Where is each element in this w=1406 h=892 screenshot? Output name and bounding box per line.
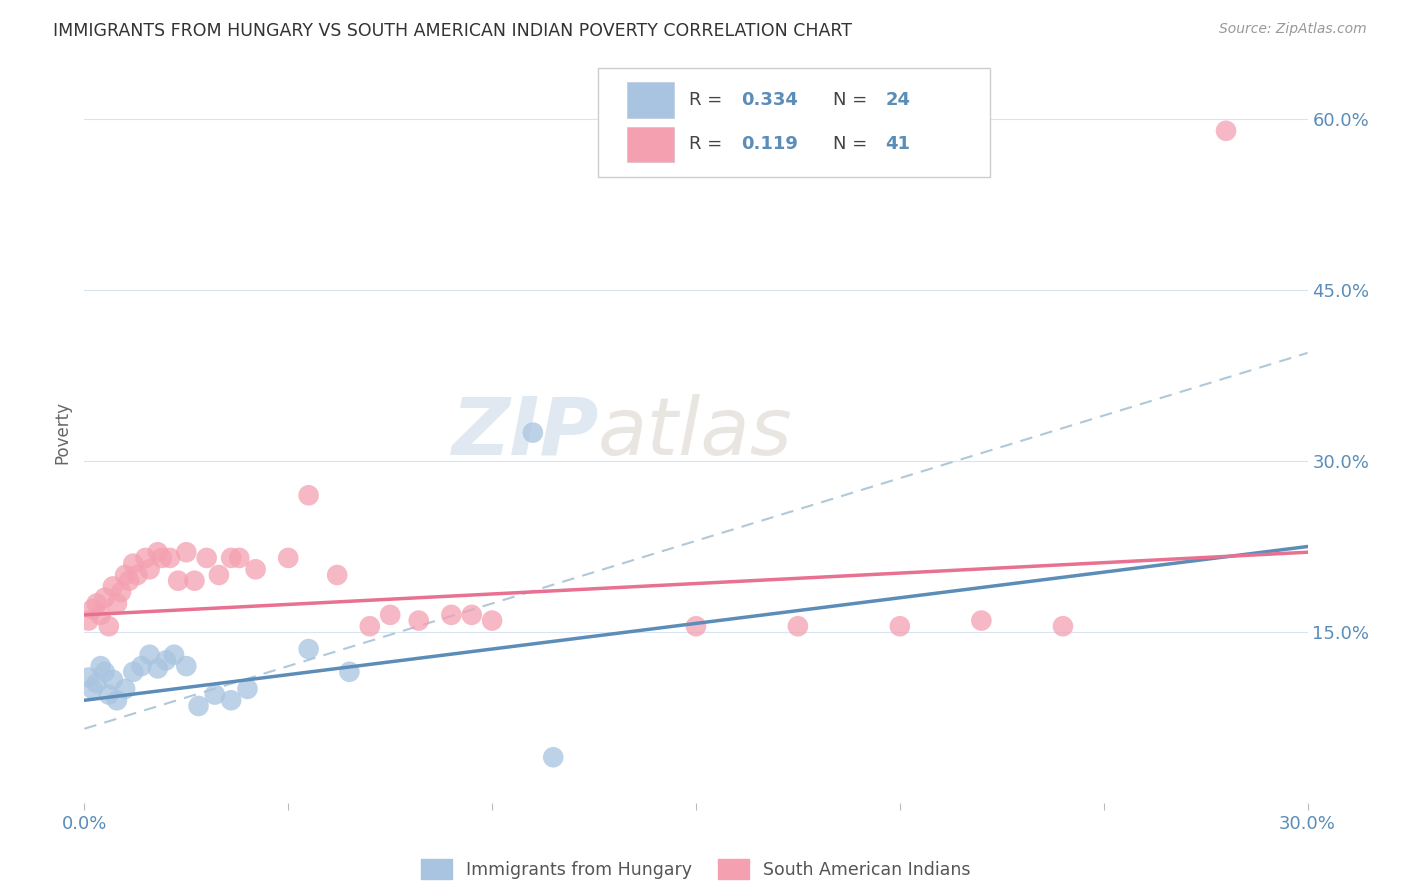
- Point: [359, 619, 381, 633]
- Text: R =: R =: [689, 136, 728, 153]
- Point: [146, 661, 169, 675]
- Text: R =: R =: [689, 91, 728, 109]
- Point: [93, 591, 115, 605]
- Point: [114, 568, 136, 582]
- Point: [174, 545, 197, 559]
- Point: [380, 607, 402, 622]
- Point: [82, 681, 104, 696]
- Point: [174, 659, 197, 673]
- Point: [155, 653, 177, 667]
- Point: [787, 619, 810, 633]
- Point: [114, 681, 136, 696]
- Point: [408, 614, 430, 628]
- Y-axis label: Poverty: Poverty: [53, 401, 72, 464]
- Point: [150, 550, 173, 565]
- Point: [543, 750, 565, 764]
- Text: 24: 24: [886, 91, 911, 109]
- Point: [245, 562, 267, 576]
- Point: [90, 607, 112, 622]
- Text: IMMIGRANTS FROM HUNGARY VS SOUTH AMERICAN INDIAN POVERTY CORRELATION CHART: IMMIGRANTS FROM HUNGARY VS SOUTH AMERICA…: [53, 22, 852, 40]
- Point: [1052, 619, 1074, 633]
- Point: [277, 550, 299, 565]
- Point: [167, 574, 190, 588]
- Point: [326, 568, 349, 582]
- Text: ZIP: ZIP: [451, 393, 598, 472]
- Point: [86, 597, 108, 611]
- Point: [131, 659, 153, 673]
- Legend: Immigrants from Hungary, South American Indians: Immigrants from Hungary, South American …: [415, 852, 977, 886]
- Bar: [627, 82, 673, 118]
- Point: [77, 614, 100, 628]
- Point: [135, 550, 157, 565]
- Point: [86, 676, 108, 690]
- Point: [97, 619, 120, 633]
- Text: N =: N =: [832, 91, 873, 109]
- Point: [339, 665, 361, 679]
- Point: [159, 550, 181, 565]
- Point: [1215, 124, 1237, 138]
- Point: [122, 557, 145, 571]
- Point: [122, 665, 145, 679]
- Point: [204, 688, 226, 702]
- Text: 41: 41: [886, 136, 911, 153]
- Point: [187, 698, 209, 713]
- Point: [105, 693, 128, 707]
- Point: [105, 597, 128, 611]
- Point: [228, 550, 250, 565]
- Point: [97, 688, 120, 702]
- Point: [195, 550, 218, 565]
- Point: [138, 648, 160, 662]
- Bar: [627, 127, 673, 162]
- Point: [127, 568, 149, 582]
- Point: [183, 574, 205, 588]
- Text: 0.119: 0.119: [741, 136, 799, 153]
- Point: [163, 648, 186, 662]
- Point: [82, 602, 104, 616]
- Point: [481, 614, 503, 628]
- Point: [298, 488, 321, 502]
- Point: [970, 614, 993, 628]
- Point: [685, 619, 707, 633]
- Point: [236, 681, 259, 696]
- Point: [101, 673, 124, 687]
- Point: [219, 693, 242, 707]
- Point: [90, 659, 112, 673]
- Point: [138, 562, 160, 576]
- Text: Source: ZipAtlas.com: Source: ZipAtlas.com: [1219, 22, 1367, 37]
- Point: [522, 425, 544, 440]
- Point: [118, 574, 141, 588]
- Point: [208, 568, 231, 582]
- Point: [461, 607, 484, 622]
- Point: [889, 619, 911, 633]
- Point: [146, 545, 169, 559]
- Text: atlas: atlas: [598, 393, 793, 472]
- Point: [101, 579, 124, 593]
- Text: 0.334: 0.334: [741, 91, 799, 109]
- Point: [110, 585, 132, 599]
- Point: [298, 642, 321, 657]
- Point: [440, 607, 463, 622]
- Point: [77, 671, 100, 685]
- Text: N =: N =: [832, 136, 873, 153]
- FancyBboxPatch shape: [598, 68, 990, 178]
- Point: [219, 550, 242, 565]
- Point: [93, 665, 115, 679]
